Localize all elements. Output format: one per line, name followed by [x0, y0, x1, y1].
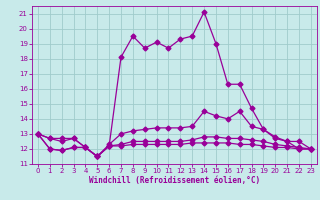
- X-axis label: Windchill (Refroidissement éolien,°C): Windchill (Refroidissement éolien,°C): [89, 176, 260, 185]
